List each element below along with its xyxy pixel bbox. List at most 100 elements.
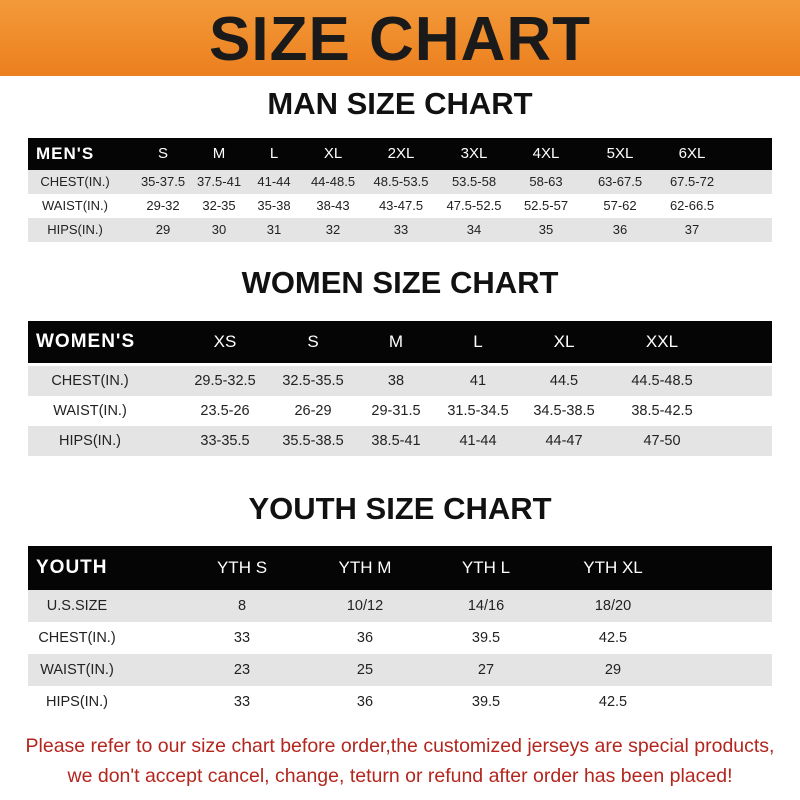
measurement-value: 47.5-52.5 [446, 198, 502, 213]
measurement-value: 35-37.5 [140, 174, 186, 189]
table-row: WAIST(IN.) 23 25 27 29 [28, 654, 772, 686]
measurement-value: 36 [612, 222, 628, 237]
measurement-value: 38.5-41 [371, 433, 421, 449]
measurement-label: CHEST(IN.) [38, 630, 116, 646]
measurement-value: 29-31.5 [371, 403, 421, 419]
measurement-value: 42.5 [598, 630, 628, 646]
title-banner: SIZE CHART [0, 0, 800, 76]
measurement-value: 41-44 [257, 174, 291, 189]
measurement-value: 42.5 [598, 694, 628, 710]
measurement-value: 32.5-35.5 [282, 373, 344, 389]
measurement-value: 14/16 [467, 598, 505, 614]
size-column-header: XS [213, 332, 237, 351]
measurement-value: 33 [233, 630, 251, 646]
footer-notice-line-1: Please refer to our size chart before or… [25, 735, 775, 757]
size-column-header: XL [553, 332, 575, 351]
table-category-label: YOUTH [36, 557, 108, 578]
page-title: SIZE CHART [209, 5, 591, 74]
measurement-value: 43-47.5 [378, 198, 424, 213]
measurement-value: 39.5 [471, 630, 501, 646]
measurement-value: 37.5-41 [196, 174, 242, 189]
measurement-value: 33 [393, 222, 409, 237]
measurement-label: WAIST(IN.) [53, 403, 127, 419]
size-column-header: 4XL [532, 145, 560, 162]
table-row: U.S.SIZE 8 10/12 14/16 18/20 [28, 590, 772, 622]
measurement-value: 39.5 [471, 694, 501, 710]
measurement-value: 32-35 [202, 198, 236, 213]
measurement-label: CHEST(IN.) [40, 174, 110, 189]
measurement-label: HIPS(IN.) [45, 694, 109, 710]
measurement-value: 63-67.5 [597, 174, 643, 189]
size-column-header: M [212, 145, 226, 162]
size-column-header: S [307, 332, 319, 351]
measurement-value: 25 [356, 662, 374, 678]
measurement-value: 34 [466, 222, 482, 237]
table-header-row: WOMEN'S XS S M L XL XXL [28, 321, 772, 363]
measurement-label: HIPS(IN.) [58, 433, 122, 449]
measurement-label: HIPS(IN.) [47, 222, 103, 237]
table-row: WAIST(IN.) 23.5-26 26-29 29-31.5 31.5-34.5 34… [28, 396, 772, 426]
measurement-label: U.S.SIZE [46, 598, 108, 614]
size-column-header: YTH L [461, 558, 511, 577]
measurement-value: 35.5-38.5 [282, 433, 344, 449]
size-column-header: L [473, 332, 483, 351]
measurement-value: 41 [469, 373, 487, 389]
measurement-label: WAIST(IN.) [40, 662, 114, 678]
measurement-value: 62-66.5 [669, 198, 715, 213]
size-column-header: XXL [645, 332, 679, 351]
table-category-label: MEN'S [36, 144, 95, 163]
measurement-value: 18/20 [594, 598, 632, 614]
measurement-value: 26-29 [294, 403, 332, 419]
measurement-value: 36 [356, 694, 374, 710]
size-column-header: L [269, 145, 279, 162]
table-row: WAIST(IN.) 29-32 32-35 35-38 38-43 43-47.5 47.… [28, 194, 772, 218]
measurement-value: 33 [233, 694, 251, 710]
table-header-row: MEN'S S M L XL 2XL 3XL 4XL 5XL 6XL [28, 138, 772, 170]
measurement-value: 38 [387, 373, 405, 389]
measurement-value: 27 [477, 662, 495, 678]
measurement-value: 23 [233, 662, 251, 678]
size-column-header: YTH M [338, 558, 392, 577]
size-column-header: YTH S [216, 558, 268, 577]
measurement-value: 35 [538, 222, 554, 237]
size-column-header: 5XL [606, 145, 634, 162]
measurement-value: 36 [356, 630, 374, 646]
measurement-value: 44.5-48.5 [631, 373, 693, 389]
measurement-value: 29 [604, 662, 622, 678]
table-row: HIPS(IN.) 33-35.5 35.5-38.5 38.5-41 41-44 44-… [28, 426, 772, 456]
men-section-title: MAN SIZE CHART [267, 86, 533, 121]
measurement-value: 58-63 [529, 174, 563, 189]
size-column-header: 3XL [460, 145, 488, 162]
measurement-value: 53.5-58 [451, 174, 497, 189]
measurement-value: 34.5-38.5 [533, 403, 595, 419]
table-header-row: YOUTH YTH S YTH M YTH L YTH XL [28, 546, 772, 590]
measurement-value: 29 [155, 222, 171, 237]
table-row: CHEST(IN.) 33 36 39.5 42.5 [28, 622, 772, 654]
table-category-label: WOMEN'S [36, 331, 136, 352]
women-section-title: WOMEN SIZE CHART [241, 265, 559, 300]
measurement-value: 44.5 [549, 373, 579, 389]
measurement-value: 31 [266, 222, 282, 237]
measurement-value: 35-38 [257, 198, 291, 213]
measurement-value: 31.5-34.5 [447, 403, 509, 419]
measurement-value: 29.5-32.5 [194, 373, 256, 389]
measurement-value: 29-32 [146, 198, 180, 213]
size-column-header: XL [323, 145, 343, 162]
size-column-header: YTH XL [583, 558, 643, 577]
measurement-value: 30 [211, 222, 227, 237]
measurement-value: 67.5-72 [669, 174, 715, 189]
size-column-header: M [388, 332, 404, 351]
size-column-header: 6XL [678, 145, 706, 162]
measurement-value: 23.5-26 [200, 403, 250, 419]
size-column-header: S [157, 145, 169, 162]
measurement-value: 57-62 [603, 198, 637, 213]
measurement-label: CHEST(IN.) [51, 373, 129, 389]
measurement-value: 33-35.5 [200, 433, 250, 449]
measurement-value: 47-50 [643, 433, 681, 449]
measurement-value: 8 [237, 598, 247, 614]
measurement-value: 48.5-53.5 [373, 174, 429, 189]
measurement-value: 10/12 [346, 598, 384, 614]
table-row: HIPS(IN.) 33 36 39.5 42.5 [28, 686, 772, 718]
table-row: CHEST(IN.) 35-37.5 37.5-41 41-44 44-48.5 48.5… [28, 170, 772, 194]
